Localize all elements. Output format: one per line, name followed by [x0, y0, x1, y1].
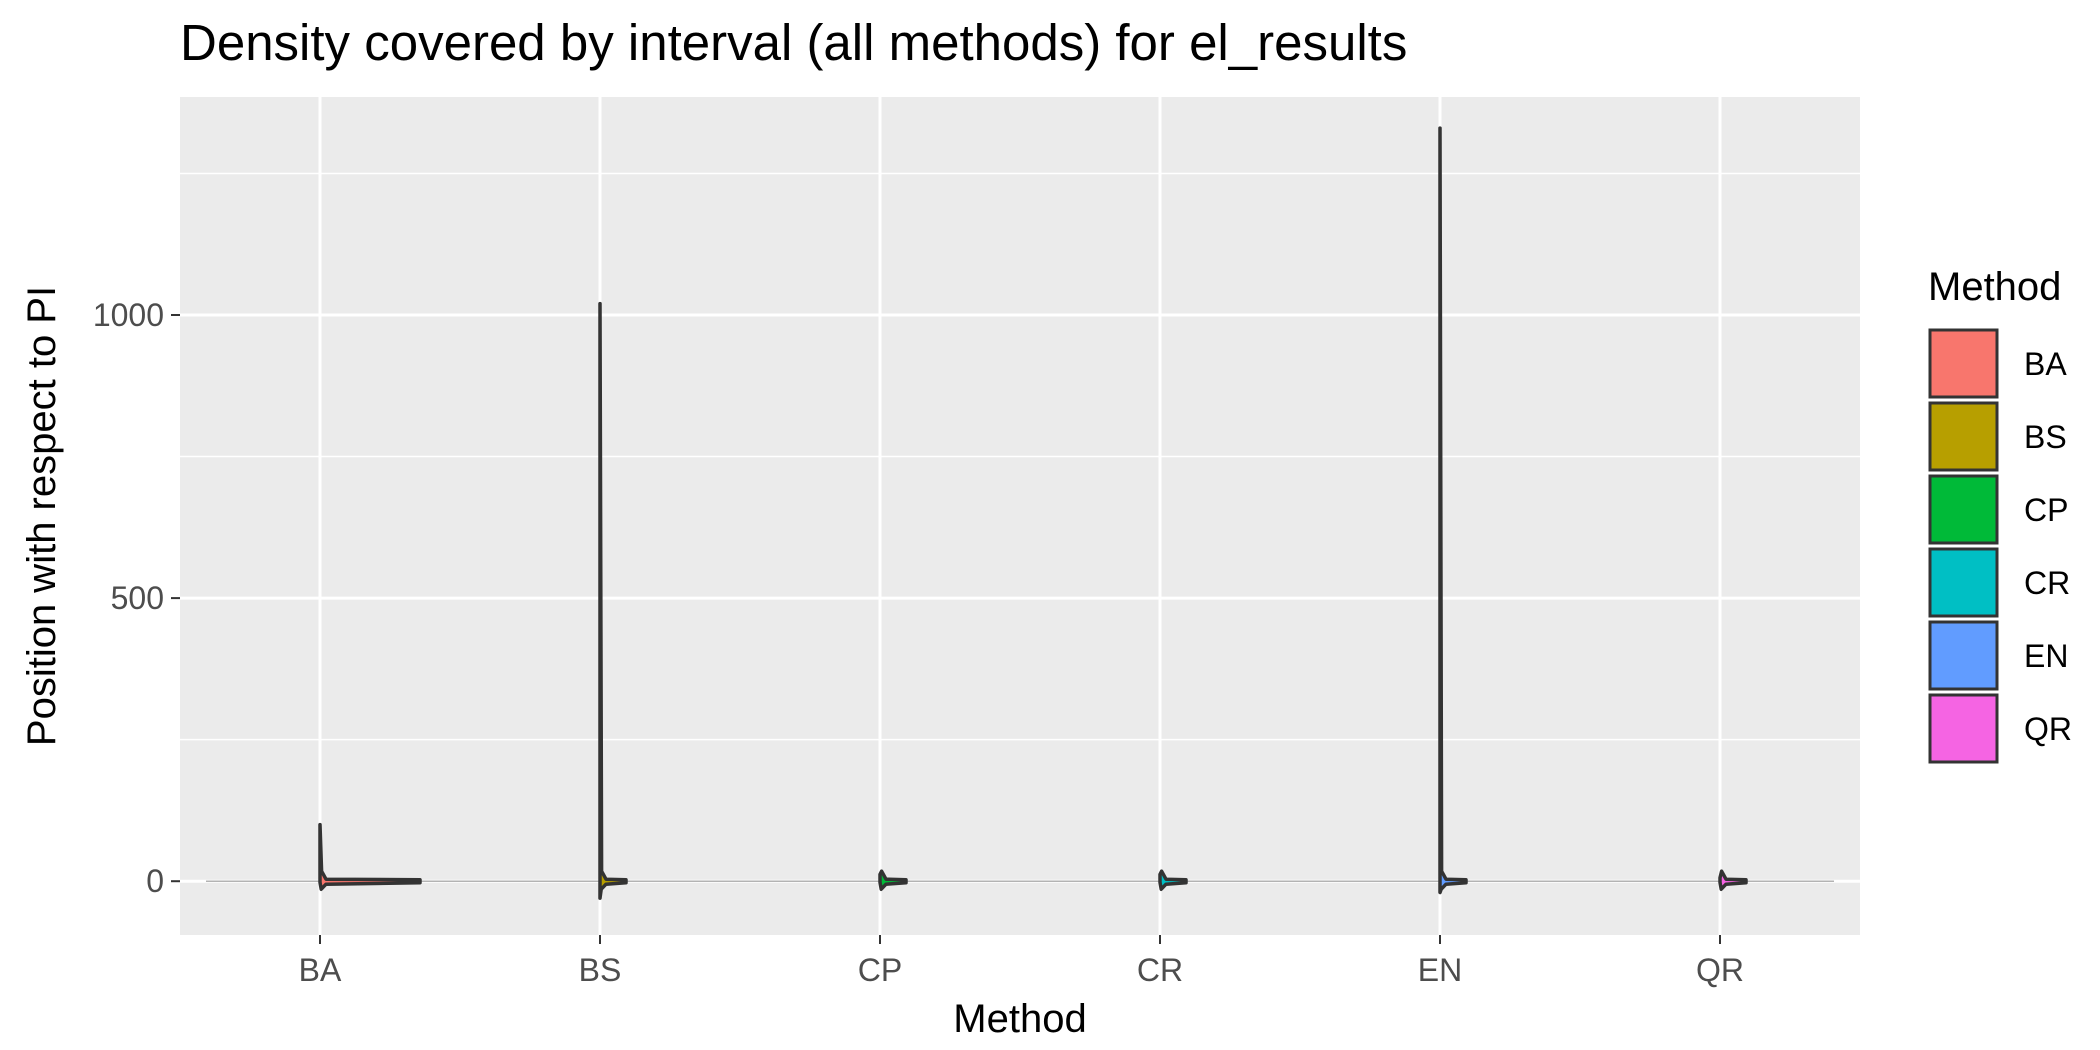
y-tick-label: 1000 [93, 297, 164, 333]
legend-label-ba: BA [2024, 346, 2067, 382]
x-tick-label: BS [579, 952, 622, 988]
violin-ba [318, 822, 422, 891]
violin-en [1438, 126, 1468, 895]
y-axis-ticks: 0 500 1000 [93, 297, 180, 899]
violins [206, 126, 1834, 900]
legend-key-ba [1928, 328, 1999, 399]
legend-label-qr: QR [2024, 711, 2072, 747]
legend-key-qr [1928, 693, 1999, 764]
chart-title: Density covered by interval (all methods… [180, 14, 1407, 71]
x-axis-title: Method [953, 997, 1086, 1041]
x-tick-label: EN [1418, 952, 1462, 988]
violin-qr [1718, 869, 1748, 891]
legend-key-bs [1928, 401, 1999, 472]
y-axis-title: Position with respect to PI [20, 286, 64, 746]
x-tick-label: QR [1696, 952, 1744, 988]
plot-panel [180, 97, 1860, 935]
y-tick-label: 0 [146, 863, 164, 899]
legend-label-bs: BS [2024, 419, 2067, 455]
legend-title: Method [1928, 265, 2061, 309]
legend-key-cr [1928, 547, 1999, 618]
y-tick-label: 500 [111, 580, 164, 616]
x-tick-label: CR [1137, 952, 1183, 988]
legend-label-cp: CP [2024, 492, 2068, 528]
legend-items: BA BS CP CR EN QR [1928, 328, 2072, 764]
x-tick-label: BA [299, 952, 342, 988]
x-tick-label: CP [858, 952, 902, 988]
x-axis-ticks: BA BS CP CR EN QR [299, 935, 1744, 988]
legend: Method BA BS CP CR EN QR [1928, 265, 2072, 764]
legend-key-cp [1928, 474, 1999, 545]
legend-key-en [1928, 620, 1999, 691]
violin-bs [598, 301, 628, 900]
legend-label-cr: CR [2024, 565, 2070, 601]
legend-label-en: EN [2024, 638, 2068, 674]
violin-cp [878, 869, 908, 891]
violin-cr [1158, 869, 1188, 891]
